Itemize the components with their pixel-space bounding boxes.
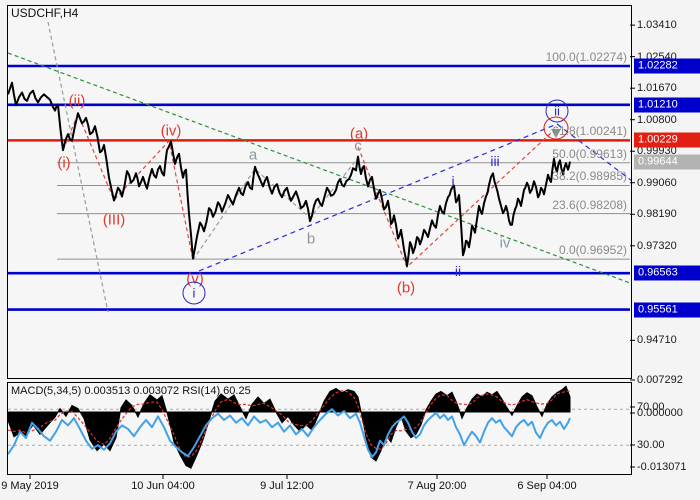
indicator-axis-label: 0.007292	[637, 374, 683, 386]
price-axis-label: 0.99930	[637, 145, 677, 158]
indicator-axis-label: 70.00	[637, 401, 665, 413]
indicator-axis-label: -0.013071	[637, 461, 687, 473]
price-axis-label: 1.01670	[637, 82, 677, 95]
price-axis-label: 1.00800	[637, 113, 677, 126]
price-badge-gray[interactable]: 0.99644	[634, 154, 700, 170]
time-axis-label: 9 May 2019	[1, 480, 59, 492]
price-axis-label: 0.94710	[637, 334, 677, 347]
price-badge-red[interactable]: 1.00229	[634, 132, 700, 148]
indicator-axis-label: 0.000000	[637, 407, 683, 419]
symbol-title: USDCHF,H4	[11, 6, 79, 20]
price-chart-panel[interactable]	[7, 5, 632, 379]
price-badge-blue[interactable]: 0.96563	[634, 265, 700, 281]
price-badge-blue[interactable]: 0.95561	[634, 302, 700, 317]
price-axis-label: 1.02540	[637, 50, 677, 63]
price-axis-label: 1.03410	[637, 19, 677, 32]
time-axis-label: 9 Jul 12:00	[260, 480, 314, 492]
time-axis-label: 10 Jun 04:00	[131, 480, 195, 492]
time-axis-label: 6 Sep 04:00	[517, 480, 577, 492]
price-axis-label: 0.99060	[637, 176, 677, 189]
time-axis-label: 7 Aug 20:00	[407, 480, 467, 492]
indicator-axis-label: 30.00	[637, 439, 665, 451]
price-badge-blue[interactable]: 1.01210	[634, 97, 700, 113]
price-badge-blue[interactable]: 1.02282	[634, 58, 700, 74]
indicator-title: MACD(5,34,5) 0.003513 0.003072 RSI(14) 6…	[11, 385, 251, 397]
price-axis-label: 0.97320	[637, 239, 677, 252]
price-axis-label: 0.98190	[637, 208, 677, 221]
